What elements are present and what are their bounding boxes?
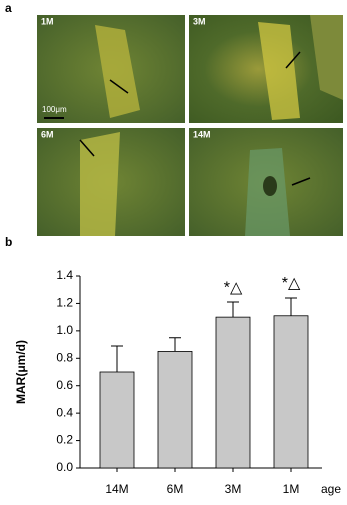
panel-label: b <box>5 235 12 249</box>
bar <box>99 371 135 469</box>
micrograph-label: 1M <box>41 16 54 26</box>
x-tick-label: 14M <box>105 482 128 496</box>
y-tick-label: 0.8 <box>56 350 73 364</box>
y-tick-label: 0.4 <box>56 405 73 419</box>
bar <box>157 351 193 469</box>
y-tick-label: 1.2 <box>56 296 73 310</box>
micrograph <box>189 15 343 123</box>
error-bar <box>169 337 181 352</box>
micrograph-label: 14M <box>193 129 211 139</box>
bar <box>273 315 309 469</box>
micrograph-label: 6M <box>41 129 54 139</box>
y-axis-label: MAR(μm/d) <box>14 340 28 404</box>
y-tick-label: 0.0 <box>56 460 73 474</box>
x-tick-label: 3M <box>225 482 242 496</box>
x-tick-label: 1M <box>283 482 300 496</box>
y-tick-label: 0.6 <box>56 378 73 392</box>
bar <box>215 316 251 469</box>
x-tick-label: 6M <box>167 482 184 496</box>
annotation: *△ <box>282 275 301 292</box>
micrograph <box>189 128 343 236</box>
error-bar <box>111 345 123 372</box>
scale-bar-label: 100μm <box>42 105 67 114</box>
x-axis-label: age <box>321 482 341 496</box>
micrograph-label: 3M <box>193 16 206 26</box>
error-bar <box>227 301 239 318</box>
y-tick-label: 0.2 <box>56 433 73 447</box>
y-tick-label: 1.4 <box>56 268 73 282</box>
y-tick-label: 1.0 <box>56 323 73 337</box>
micrograph <box>37 15 185 123</box>
annotation: *△ <box>224 279 243 296</box>
error-bar <box>285 297 297 316</box>
panel-label: a <box>5 1 12 15</box>
micrograph <box>37 128 185 236</box>
